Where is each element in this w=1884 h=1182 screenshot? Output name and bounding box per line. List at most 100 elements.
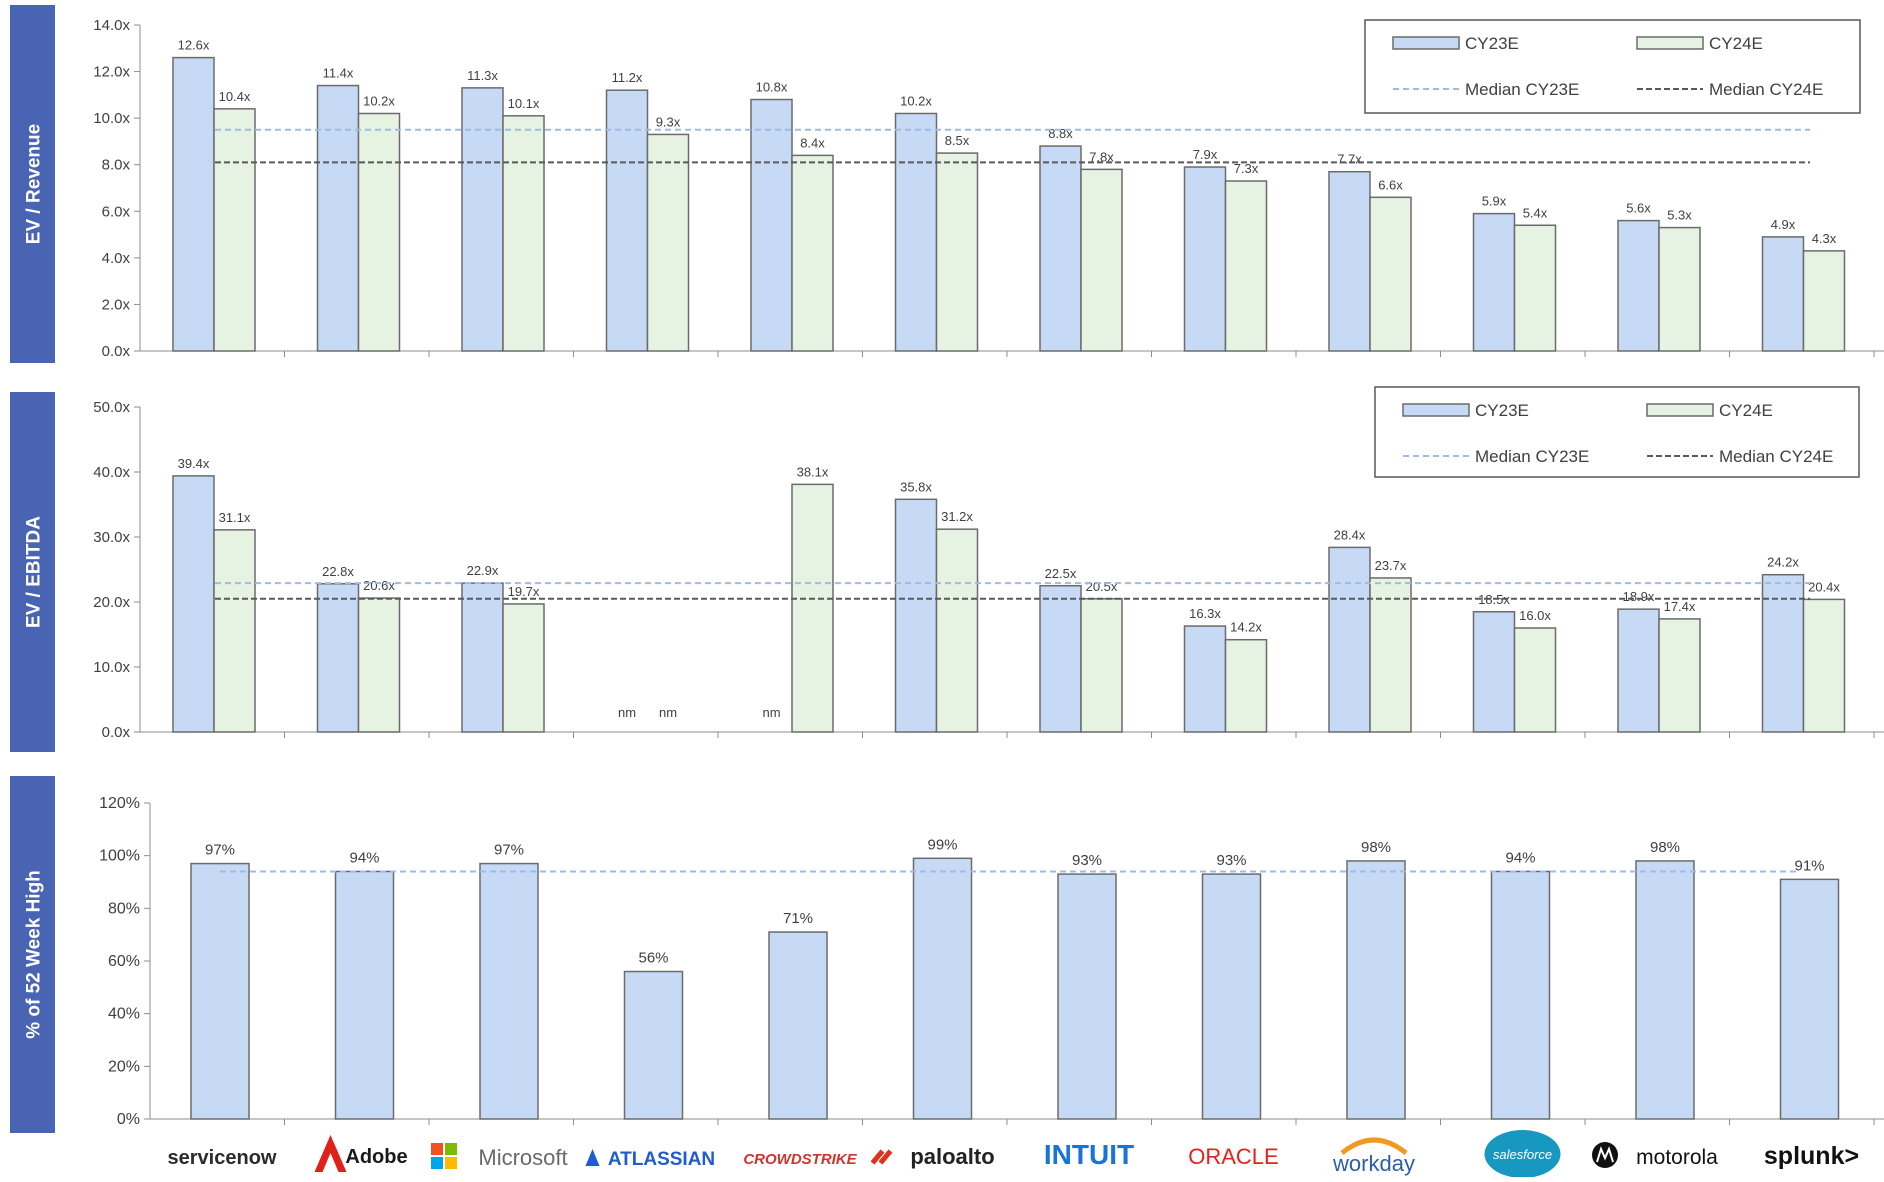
company-logo-label: salesforce — [1493, 1147, 1552, 1162]
panel-ylabel: EV / EBITDA — [24, 516, 45, 628]
data-label: 22.8x — [322, 564, 354, 579]
data-label: 38.1x — [797, 464, 829, 479]
company-logo-label: workday — [1332, 1151, 1415, 1176]
bar-cy24e — [1513, 627, 1557, 733]
bar-pct-52wk — [190, 862, 250, 1120]
data-label: 24.2x — [1767, 555, 1799, 570]
company-logo-label: Microsoft — [478, 1145, 567, 1170]
company-logo-label: ATLASSIAN — [608, 1149, 715, 1170]
bar-cy24e — [213, 108, 256, 352]
bar-cy24e — [1080, 168, 1123, 352]
legend-box — [1364, 19, 1861, 114]
bar-cy23e — [1183, 625, 1227, 733]
y-tick-label: 20% — [108, 1058, 140, 1075]
data-label: 28.4x — [1334, 527, 1366, 542]
data-label-nm: nm — [618, 705, 636, 720]
data-label: 98% — [1650, 839, 1680, 856]
data-label: 8.8x — [1048, 126, 1073, 141]
data-label: 20.5x — [1086, 579, 1118, 594]
y-tick-label: 0% — [117, 1111, 140, 1128]
data-label: 10.4x — [219, 89, 251, 104]
bar-pct-52wk — [912, 857, 973, 1120]
legend-swatch-cy24e — [1646, 403, 1714, 417]
data-label: 12.6x — [178, 38, 210, 53]
motorola-logo-icon — [1596, 1146, 1614, 1163]
legend-label: Median CY23E — [1465, 80, 1579, 99]
data-label: 93% — [1072, 852, 1102, 869]
bar-pct-52wk — [1490, 870, 1551, 1120]
y-tick-label: 2.0x — [102, 296, 131, 313]
legend-label: Median CY24E — [1709, 80, 1823, 99]
data-label: 11.2x — [612, 70, 643, 85]
bar-cy24e — [357, 597, 401, 733]
bar-cy23e — [1472, 212, 1516, 352]
bar-cy23e — [750, 98, 793, 352]
data-label-nm: nm — [659, 705, 677, 720]
y-tick-label: 0.0x — [102, 724, 131, 741]
bar-pct-52wk — [1346, 860, 1406, 1120]
microsoft-logo-icon — [431, 1143, 443, 1155]
panel-ylabel: % of 52 Week High — [24, 870, 45, 1039]
bar-pct-52wk — [623, 970, 684, 1120]
y-tick-label: 100% — [99, 848, 140, 865]
legend-label: Median CY23E — [1475, 447, 1589, 466]
data-label: 8.4x — [800, 135, 825, 150]
data-label: 20.6x — [363, 578, 395, 593]
legend-box — [1374, 386, 1860, 478]
bar-pct-52wk — [1779, 878, 1840, 1120]
data-label: 94% — [349, 849, 379, 866]
company-logo-label: splunk> — [1764, 1142, 1859, 1170]
data-label: 7.9x — [1193, 147, 1218, 162]
y-tick-label: 10.0x — [93, 659, 130, 676]
y-tick-label: 60% — [108, 953, 140, 970]
data-label: 5.6x — [1626, 201, 1651, 216]
bar-cy24e — [791, 154, 834, 352]
paloalto-logo-icon — [870, 1149, 893, 1165]
data-label: 22.9x — [467, 563, 499, 578]
bar-cy23e — [1617, 219, 1660, 352]
data-label: 91% — [1794, 857, 1824, 874]
bar-cy23e — [605, 89, 649, 352]
bar-cy23e — [1039, 585, 1082, 733]
company-logo-label: paloalto — [910, 1144, 994, 1169]
data-label: 35.8x — [900, 479, 932, 494]
data-label: 9.3x — [656, 114, 681, 129]
legend-label: Median CY24E — [1719, 447, 1833, 466]
bar-cy23e — [461, 582, 504, 733]
company-logo-label: INTUIT — [1044, 1139, 1134, 1170]
bar-cy24e — [502, 115, 545, 352]
data-label: 23.7x — [1375, 558, 1407, 573]
data-label: 7.8x — [1089, 149, 1114, 164]
company-logo-label: motorola — [1636, 1146, 1718, 1169]
panel-side-tab — [10, 776, 55, 1133]
legend-swatch-cy23e — [1392, 36, 1460, 50]
company-logo-label: Adobe — [345, 1146, 407, 1168]
data-label: 5.4x — [1523, 205, 1548, 220]
y-tick-label: 30.0x — [93, 529, 130, 546]
data-label: 22.5x — [1045, 566, 1077, 581]
bar-pct-52wk — [1635, 860, 1695, 1120]
data-label: 97% — [494, 842, 524, 859]
bar-cy23e — [316, 84, 360, 352]
bar-cy24e — [1080, 598, 1123, 733]
bar-cy23e — [1761, 236, 1805, 352]
bar-cy23e — [1617, 608, 1660, 733]
data-label: 16.3x — [1189, 606, 1221, 621]
data-label: 11.3x — [467, 68, 498, 83]
bar-cy23e — [316, 583, 360, 733]
y-tick-label: 12.0x — [93, 64, 130, 81]
data-label: 7.7x — [1337, 152, 1362, 167]
data-label: 18.9x — [1623, 589, 1655, 604]
data-label: 39.4x — [178, 456, 210, 471]
bar-cy24e — [1369, 196, 1412, 352]
data-label-nm: nm — [762, 705, 780, 720]
bar-cy23e — [1039, 145, 1082, 352]
bar-cy23e — [1328, 546, 1371, 733]
atlassian-logo-icon — [585, 1149, 600, 1166]
data-label: 8.5x — [945, 133, 970, 148]
bar-cy23e — [461, 87, 504, 352]
data-label: 16.0x — [1519, 608, 1551, 623]
bar-cy24e — [935, 528, 979, 733]
bar-cy23e — [1328, 170, 1371, 352]
bar-cy24e — [935, 152, 979, 352]
